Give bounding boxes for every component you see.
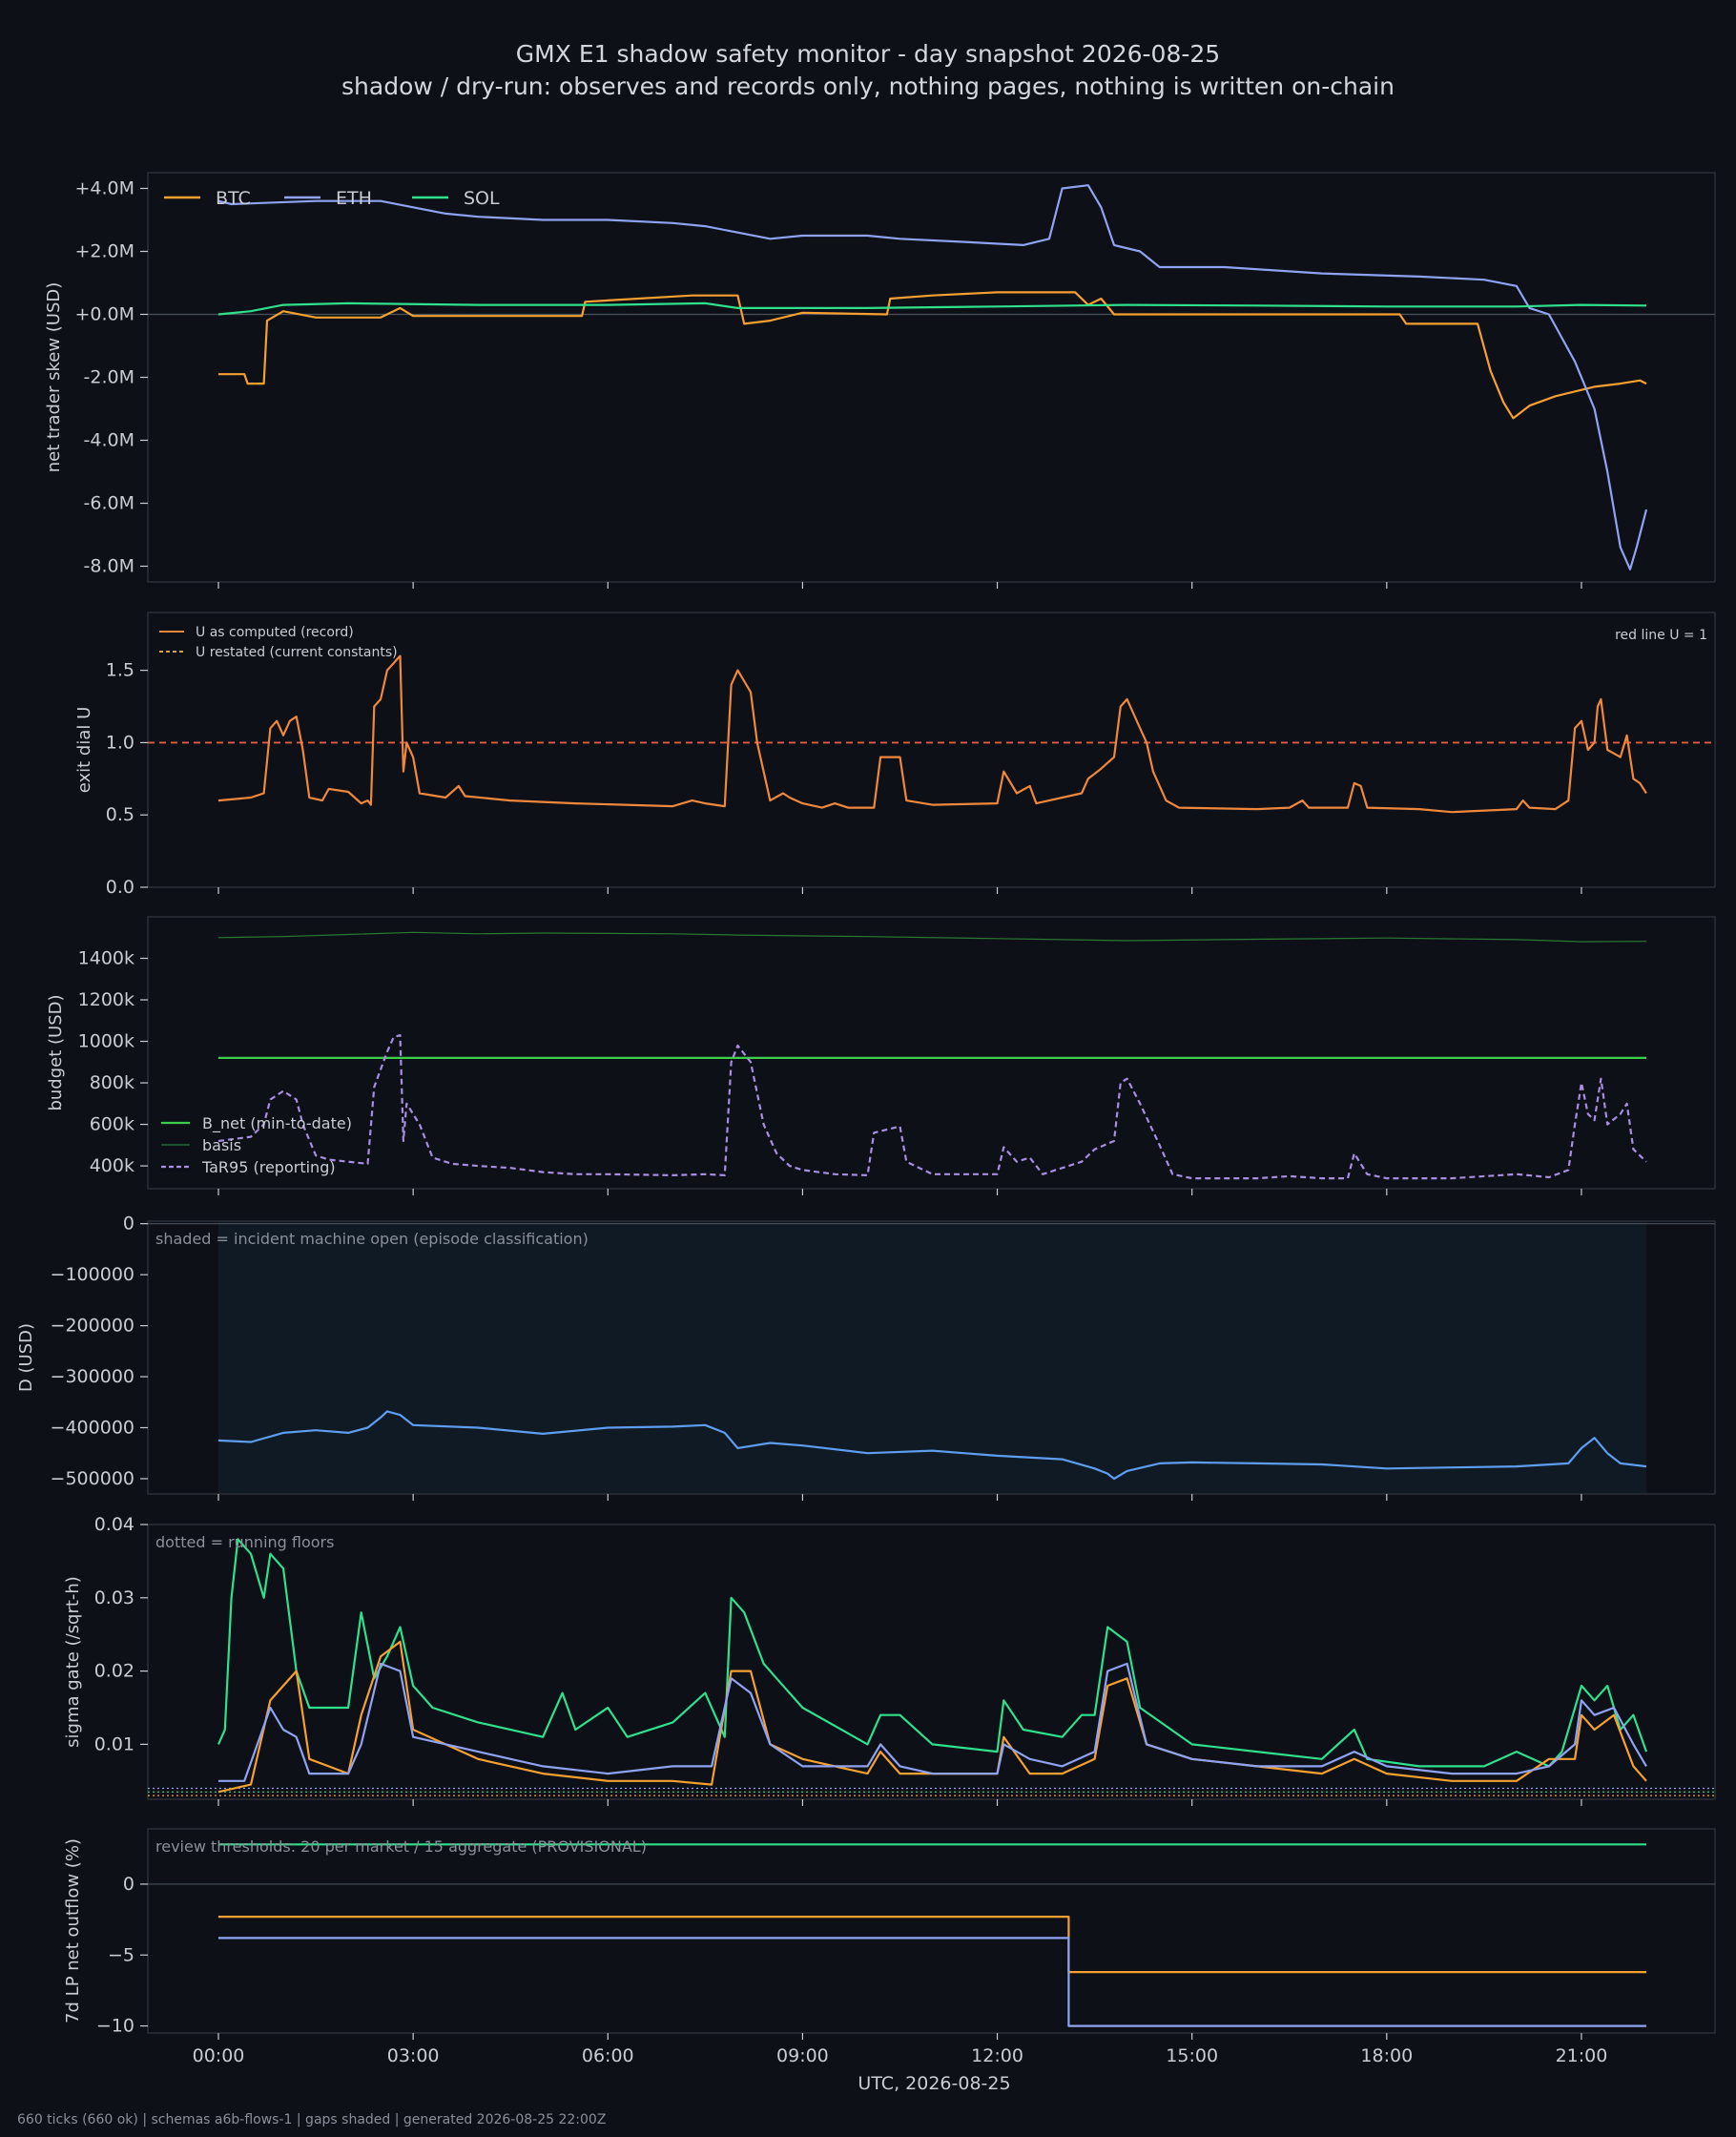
- incident-shade: [218, 1222, 1646, 1493]
- series-line-btc: [217, 1640, 1647, 1794]
- figure-title: GMX E1 shadow safety monitor - day snaps…: [515, 40, 1221, 68]
- series-line-sol: [217, 1538, 1648, 1768]
- y-tick-label: -4.0M: [84, 430, 134, 451]
- x-tick-label: 03:00: [387, 2045, 440, 2066]
- x-tick-label: 00:00: [193, 2045, 245, 2066]
- x-axis-label: UTC, 2026-08-25: [858, 2073, 1010, 2094]
- y-tick-label: 600k: [90, 1114, 134, 1135]
- panel-frame: [147, 1828, 1716, 2034]
- y-axis-label: net trader skew (USD): [44, 282, 64, 473]
- x-tick-label: 12:00: [971, 2045, 1023, 2066]
- red-line-annotation: red line U = 1: [1615, 628, 1707, 643]
- figure-titles: GMX E1 shadow safety monitor - day snaps…: [0, 38, 1736, 103]
- y-tick-label: 1.0: [106, 732, 134, 753]
- y-tick-label: 0.02: [94, 1661, 134, 1682]
- series-line-eth: [218, 1662, 1647, 1782]
- y-tick-label: −400000: [51, 1418, 134, 1439]
- y-tick-label: −5: [108, 1944, 134, 1965]
- legend-label: TaR95 (reporting): [201, 1158, 336, 1176]
- y-tick-label: 0.03: [94, 1587, 134, 1608]
- y-tick-label: −10: [96, 2016, 134, 2037]
- x-tick-label: 09:00: [776, 2045, 829, 2066]
- x-tick-label: 06:00: [582, 2045, 634, 2066]
- legend-label: U restated (current constants): [196, 645, 398, 660]
- panel-sigma: [140, 1524, 1716, 1806]
- series-line-eth: [218, 1937, 1646, 2027]
- y-tick-label: −500000: [51, 1468, 134, 1489]
- y-tick-label: +2.0M: [74, 241, 134, 262]
- y-tick-label: 1000k: [78, 1031, 134, 1052]
- legend-label: ETH: [336, 188, 372, 209]
- panel-frame: [147, 1524, 1716, 1800]
- series-line-d: [217, 1410, 1647, 1481]
- y-tick-label: 1.5: [106, 660, 134, 681]
- y-axis-label: budget (USD): [46, 994, 66, 1110]
- y-axis-label: D (USD): [16, 1323, 36, 1392]
- legend-label: U as computed (record): [196, 625, 354, 640]
- y-tick-label: −300000: [51, 1366, 134, 1387]
- series-line-tar95-reporting-: [217, 1033, 1647, 1180]
- panel-frame: [147, 916, 1716, 1190]
- y-tick-label: +0.0M: [74, 304, 134, 325]
- y-tick-label: 0.04: [94, 1514, 134, 1535]
- y-tick-label: -2.0M: [84, 367, 134, 388]
- panel-skew: [140, 172, 1716, 589]
- panel-annotation: dotted = running floors: [155, 1533, 334, 1551]
- y-axis-label: 7d LP net outflow (%): [63, 1838, 83, 2023]
- series-line-basis: [217, 931, 1647, 943]
- series-line-u-as-computed-record-: [217, 654, 1647, 814]
- legend-label: SOL: [464, 188, 500, 209]
- series-line-btc: [218, 291, 1647, 420]
- y-tick-label: 800k: [90, 1072, 134, 1093]
- legend-label: BTC: [216, 188, 251, 209]
- panel-annotation: review thresholds: 20 per market / 15 ag…: [155, 1837, 647, 1856]
- panel-budget: [140, 916, 1716, 1195]
- y-axis-label: sigma gate (/sqrt-h): [63, 1576, 83, 1748]
- y-tick-label: 0.5: [106, 804, 134, 825]
- panel-deficit: [140, 1220, 1716, 1501]
- y-tick-label: 0.0: [106, 877, 134, 898]
- y-tick-label: -8.0M: [84, 556, 134, 577]
- legend-label: basis: [202, 1136, 241, 1154]
- series-line-eth: [217, 184, 1648, 571]
- y-axis-label: exit dial U: [74, 707, 94, 794]
- panel-frame: [147, 172, 1716, 583]
- y-tick-label: −200000: [51, 1316, 134, 1337]
- y-tick-label: 0.01: [94, 1733, 134, 1754]
- x-tick-label: 21:00: [1556, 2045, 1608, 2066]
- y-tick-label: −100000: [51, 1264, 134, 1285]
- x-tick-label: 15:00: [1166, 2045, 1218, 2066]
- y-tick-label: 0: [123, 1874, 134, 1895]
- y-tick-label: +4.0M: [74, 178, 134, 199]
- y-tick-label: -6.0M: [84, 493, 134, 514]
- y-tick-label: 0: [123, 1214, 134, 1234]
- series-line-sol: [217, 301, 1647, 316]
- panel-annotation: shaded = incident machine open (episode …: [155, 1230, 589, 1248]
- y-tick-label: 1200k: [78, 989, 134, 1010]
- x-tick-label: 18:00: [1360, 2045, 1413, 2066]
- y-tick-label: 1400k: [78, 948, 134, 969]
- figure-subtitle: shadow / dry-run: observes and records o…: [341, 73, 1395, 100]
- legend-label: B_net (min-to-date): [202, 1114, 352, 1133]
- panel-lp: [140, 1828, 1716, 2040]
- y-tick-label: 400k: [90, 1155, 134, 1176]
- footer-status: 660 ticks (660 ok) | schemas a6b-flows-1…: [17, 2112, 607, 2127]
- panel-exit: [140, 612, 1716, 894]
